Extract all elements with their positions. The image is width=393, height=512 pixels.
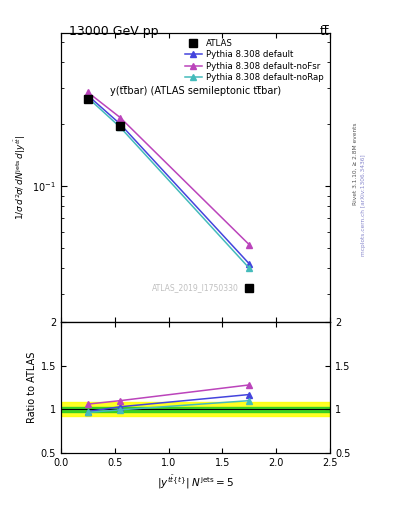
Pythia 8.308 default-noRap xyxy=(86,95,90,101)
Pythia 8.308 default-noRap xyxy=(247,265,252,271)
Pythia 8.308 default xyxy=(247,261,252,267)
ATLAS xyxy=(247,285,252,291)
Line: ATLAS: ATLAS xyxy=(84,95,253,292)
X-axis label: $|y^{t\bar{t}\{t\}}|\;N^{\rm jets} = 5$: $|y^{t\bar{t}\{t\}}|\;N^{\rm jets} = 5$ xyxy=(157,474,234,491)
ATLAS xyxy=(86,96,90,102)
Text: Rivet 3.1.10, ≥ 2.8M events: Rivet 3.1.10, ≥ 2.8M events xyxy=(353,122,358,205)
Pythia 8.308 default-noFsr xyxy=(247,242,252,248)
Y-axis label: Ratio to ATLAS: Ratio to ATLAS xyxy=(26,352,37,423)
Text: 13000 GeV pp: 13000 GeV pp xyxy=(69,25,158,37)
Pythia 8.308 default xyxy=(118,121,123,127)
Text: mcplots.cern.ch [arXiv:1306.3436]: mcplots.cern.ch [arXiv:1306.3436] xyxy=(361,154,366,255)
Y-axis label: $1/\sigma\,d^2\!\sigma/\,dN^{\rm jets}\,d|y^{t\bar{t}}|$: $1/\sigma\,d^2\!\sigma/\,dN^{\rm jets}\,… xyxy=(12,135,28,220)
Text: y(tt̅bar) (ATLAS semileptonic tt̅bar): y(tt̅bar) (ATLAS semileptonic tt̅bar) xyxy=(110,86,281,96)
Bar xyxy=(61,402,330,416)
Line: Pythia 8.308 default: Pythia 8.308 default xyxy=(84,92,253,267)
ATLAS xyxy=(118,123,123,130)
Pythia 8.308 default xyxy=(86,92,90,98)
Text: tt̅: tt̅ xyxy=(320,25,329,37)
Bar xyxy=(61,407,330,412)
Text: ATLAS_2019_I1750330: ATLAS_2019_I1750330 xyxy=(152,283,239,292)
Line: Pythia 8.308 default-noRap: Pythia 8.308 default-noRap xyxy=(84,94,253,272)
Legend: ATLAS, Pythia 8.308 default, Pythia 8.308 default-noFsr, Pythia 8.308 default-no: ATLAS, Pythia 8.308 default, Pythia 8.30… xyxy=(182,36,327,85)
Pythia 8.308 default-noFsr xyxy=(118,115,123,121)
Line: Pythia 8.308 default-noFsr: Pythia 8.308 default-noFsr xyxy=(84,89,253,248)
Pythia 8.308 default-noRap xyxy=(118,124,123,130)
Pythia 8.308 default-noFsr xyxy=(86,89,90,95)
